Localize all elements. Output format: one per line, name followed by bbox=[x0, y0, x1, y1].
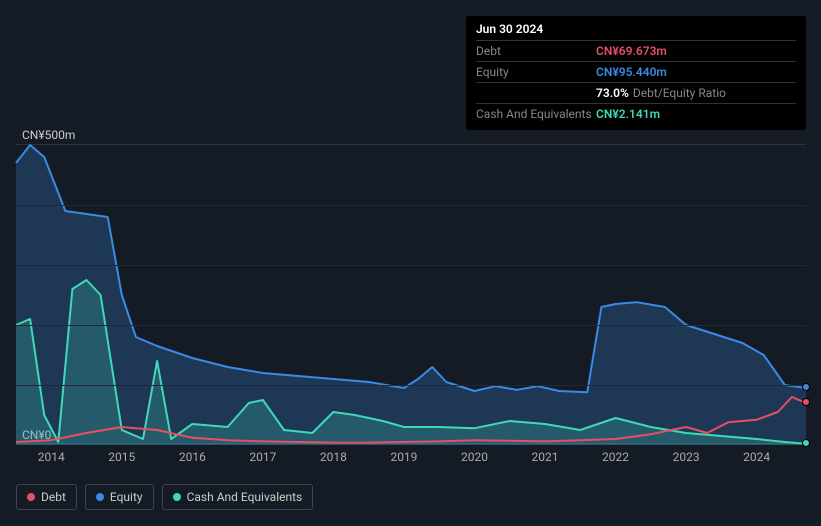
tooltip-title: Jun 30 2024 bbox=[476, 22, 796, 40]
x-axis-label: 2014 bbox=[38, 450, 65, 464]
gridline bbox=[16, 205, 806, 206]
x-axis-label: 2022 bbox=[602, 450, 629, 464]
x-axis-label: 2024 bbox=[743, 450, 770, 464]
chart-tooltip: Jun 30 2024 DebtCN¥69.673mEquityCN¥95.44… bbox=[466, 16, 806, 130]
tooltip-row-value: 73.0% bbox=[596, 86, 629, 100]
x-axis-label: 2016 bbox=[179, 450, 206, 464]
y-axis-label: CN¥500m bbox=[22, 128, 75, 142]
x-axis-label: 2017 bbox=[249, 450, 276, 464]
tooltip-row-value: CN¥2.141m bbox=[596, 107, 660, 121]
tooltip-row: EquityCN¥95.440m bbox=[476, 61, 796, 82]
tooltip-row-value: CN¥69.673m bbox=[596, 44, 667, 58]
tooltip-row-label bbox=[476, 86, 596, 100]
series-end-marker bbox=[802, 383, 810, 391]
tooltip-row-label: Debt bbox=[476, 44, 596, 58]
legend-item[interactable]: Cash And Equivalents bbox=[162, 484, 314, 510]
tooltip-row: Cash And EquivalentsCN¥2.141m bbox=[476, 103, 796, 124]
legend-item[interactable]: Equity bbox=[85, 484, 154, 510]
legend-dot-icon bbox=[96, 493, 104, 501]
legend-item[interactable]: Debt bbox=[16, 484, 77, 510]
legend-dot-icon bbox=[27, 493, 35, 501]
tooltip-row: 73.0% Debt/Equity Ratio bbox=[476, 82, 796, 103]
tooltip-row-suffix: Debt/Equity Ratio bbox=[633, 86, 726, 100]
gridline bbox=[16, 325, 806, 326]
legend-dot-icon bbox=[173, 493, 181, 501]
series-fill bbox=[16, 145, 806, 445]
chart-plot-area bbox=[16, 144, 806, 444]
legend-label: Cash And Equivalents bbox=[187, 490, 303, 504]
x-axis-label: 2021 bbox=[532, 450, 559, 464]
gridline bbox=[16, 265, 806, 266]
tooltip-row: DebtCN¥69.673m bbox=[476, 40, 796, 61]
series-end-marker bbox=[802, 439, 810, 447]
legend-label: Equity bbox=[110, 490, 143, 504]
tooltip-row-label: Cash And Equivalents bbox=[476, 107, 596, 121]
gridline bbox=[16, 385, 806, 386]
legend-label: Debt bbox=[41, 490, 66, 504]
chart-svg bbox=[16, 145, 806, 443]
x-axis-label: 2019 bbox=[390, 450, 417, 464]
chart-legend: Debt Equity Cash And Equivalents bbox=[16, 484, 313, 510]
x-axis-label: 2018 bbox=[320, 450, 347, 464]
tooltip-row-label: Equity bbox=[476, 65, 596, 79]
x-axis-label: 2020 bbox=[461, 450, 488, 464]
x-axis-label: 2015 bbox=[108, 450, 135, 464]
series-end-marker bbox=[802, 398, 810, 406]
x-axis-label: 2023 bbox=[673, 450, 700, 464]
tooltip-row-value: CN¥95.440m bbox=[596, 65, 667, 79]
